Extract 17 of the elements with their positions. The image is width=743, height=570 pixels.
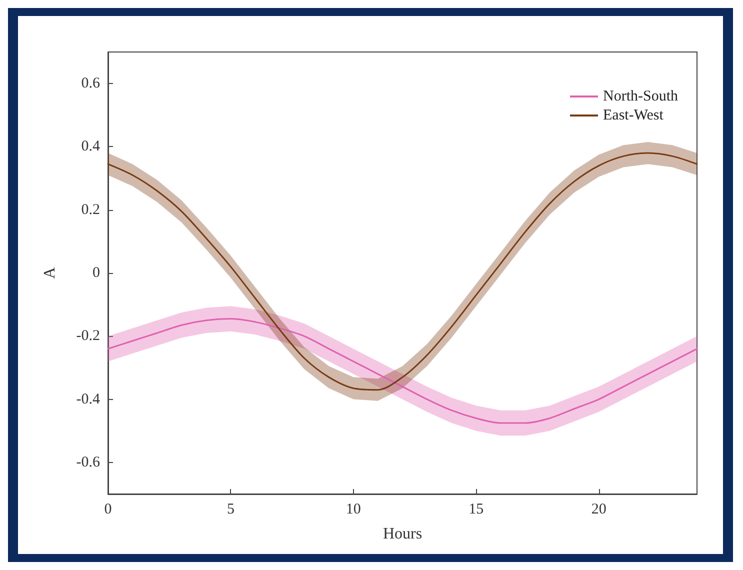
x-tick-label: 15: [468, 502, 484, 518]
x-axis-title: Hours: [382, 526, 422, 542]
y-tick-label: 0.4: [81, 138, 100, 155]
y-tick-label: 0.6: [81, 76, 100, 92]
x-tick-label: 5: [226, 502, 234, 518]
y-tick-label: 0.2: [81, 202, 100, 218]
x-tick-label: 10: [346, 502, 361, 518]
legend-label: North-South: [603, 88, 678, 104]
y-tick-label: -0.6: [76, 454, 100, 470]
x-tick-label: 20: [591, 502, 606, 518]
line-series: [107, 318, 698, 424]
y-axis-title: A: [42, 266, 58, 279]
x-tick-label: 0: [104, 502, 112, 518]
legend-label: East-West: [603, 108, 664, 124]
y-tick-label: -0.4: [76, 391, 100, 408]
y-tick-label: -0.2: [76, 328, 100, 344]
y-tick-label: 0: [92, 265, 100, 281]
